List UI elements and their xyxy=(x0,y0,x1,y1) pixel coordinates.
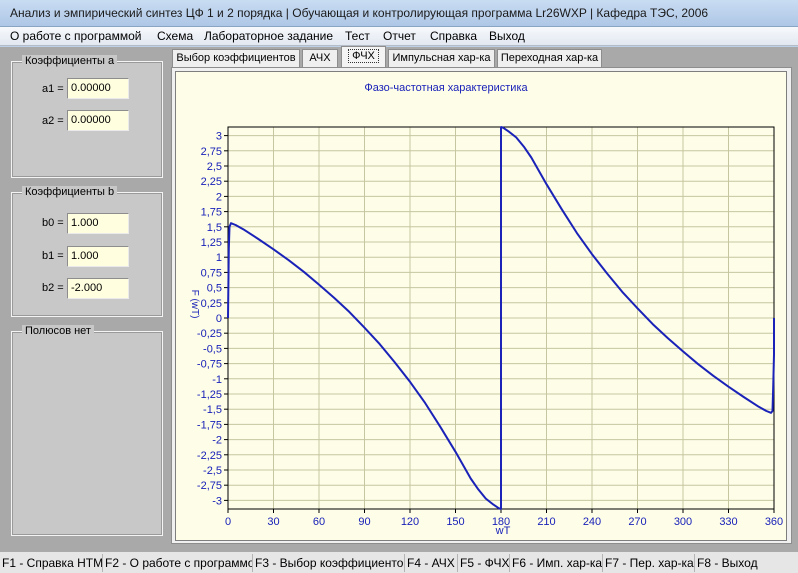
y-tick-label: -3 xyxy=(212,495,222,507)
y-tick-label: 0 xyxy=(216,313,222,325)
tab-amplitude[interactable]: АЧХ xyxy=(302,49,338,67)
a1-label: a1 = xyxy=(42,83,64,95)
y-tick-label: -0,25 xyxy=(197,328,222,340)
x-tick-label: 60 xyxy=(313,516,325,528)
a2-label: a2 = xyxy=(42,115,64,127)
y-tick-label: 2,25 xyxy=(201,176,222,188)
chart-y-label: F (wT) xyxy=(189,290,200,319)
window-title: Анализ и эмпирический синтез ЦФ 1 и 2 по… xyxy=(0,0,798,27)
x-tick-label: 180 xyxy=(492,516,510,528)
y-tick-label: -1,25 xyxy=(197,389,222,401)
tab-amplitude-label: АЧХ xyxy=(309,52,331,64)
y-tick-label: -0,75 xyxy=(197,359,222,371)
chart-ticks: 0 30 60 90 120 150 180 210 240 270 300 330 36032,752… xyxy=(197,131,783,528)
y-tick-label: -1,5 xyxy=(203,404,222,416)
y-tick-label: 1,75 xyxy=(201,207,222,219)
b1-field[interactable]: 1.000 xyxy=(67,246,129,267)
a1-field[interactable]: 0.00000 xyxy=(67,78,129,99)
y-tick-label: 3 xyxy=(216,131,222,143)
coef-a-group: Коэффициенты a a1 = 0.00000 a2 = 0.00000 xyxy=(11,55,163,178)
status-f8[interactable]: F8 - Выход xyxy=(697,556,758,570)
tab-coefficients[interactable]: Выбор коэффициентов xyxy=(172,49,300,67)
tab-step-label: Переходная хар-ка xyxy=(500,52,599,64)
x-tick-label: 30 xyxy=(267,516,279,528)
x-tick-label: 0 xyxy=(225,516,231,528)
x-tick-label: 210 xyxy=(537,516,555,528)
b2-label: b2 = xyxy=(42,282,64,294)
y-tick-label: -0,5 xyxy=(203,343,222,355)
menu-bar: О работе с программой Схема Лабораторное… xyxy=(0,27,798,46)
y-tick-label: 2,75 xyxy=(201,146,222,158)
tab-phase[interactable]: ФЧХ xyxy=(341,46,386,68)
x-tick-label: 240 xyxy=(583,516,601,528)
chart-x-label: wT xyxy=(495,525,511,537)
y-tick-label: 1,25 xyxy=(201,237,222,249)
y-tick-label: -2,75 xyxy=(197,480,222,492)
tab-phase-label: ФЧХ xyxy=(348,49,379,63)
poles-caption: Полюсов нет xyxy=(22,325,94,337)
x-tick-label: 330 xyxy=(719,516,737,528)
y-tick-label: 2 xyxy=(216,191,222,203)
status-f3[interactable]: F3 - Выбор коэффициентов xyxy=(255,554,405,572)
phase-tab-panel: 0 30 60 90 120 150 180 210 240 270 300 330 360 3 2,75 2… xyxy=(171,67,792,544)
status-f5[interactable]: F5 - ФЧХ xyxy=(460,554,510,572)
y-tick-label: -2,25 xyxy=(197,450,222,462)
chart-area: 0 30 60 90 120 150 180 210 240 270 300 330 360 3 2,75 2… xyxy=(175,71,787,541)
y-tick-label: -1 xyxy=(212,374,222,386)
menu-report[interactable]: Отчет xyxy=(383,29,416,43)
y-tick-label: 2,5 xyxy=(207,161,222,173)
menu-lab-task[interactable]: Лабораторное задание xyxy=(204,29,334,43)
coef-b-caption: Коэффициенты b xyxy=(22,186,118,198)
x-tick-label: 300 xyxy=(674,516,692,528)
x-tick-label: 90 xyxy=(358,516,370,528)
status-f6[interactable]: F6 - Имп. хар-ка xyxy=(512,554,603,572)
y-tick-label: 0,5 xyxy=(207,283,222,295)
menu-exit[interactable]: Выход xyxy=(489,29,525,43)
status-f4[interactable]: F4 - АЧХ xyxy=(405,554,458,572)
main-client-area: Коэффициенты a a1 = 0.00000 a2 = 0.00000… xyxy=(0,46,798,551)
chart-series xyxy=(227,126,775,510)
a2-field[interactable]: 0.00000 xyxy=(67,110,129,131)
x-tick-label: 270 xyxy=(628,516,646,528)
tab-impulse-label: Импульсная хар-ка xyxy=(392,52,491,64)
tab-impulse[interactable]: Импульсная хар-ка xyxy=(388,49,495,67)
chart-title: Фазо-частотная характеристика xyxy=(364,82,528,94)
b0-label: b0 = xyxy=(42,217,64,229)
status-bar: F1 - Справка HTML F2 - О работе с програ… xyxy=(0,551,798,573)
b2-field[interactable]: -2.000 xyxy=(67,278,129,299)
coef-b-group: Коэффициенты b b0 = 1.000 b1 = 1.000 b2 … xyxy=(11,186,163,317)
y-tick-label: -2,5 xyxy=(203,465,222,477)
phase-chart: 0 30 60 90 120 150 180 210 240 270 300 330 36032,752… xyxy=(189,82,783,537)
status-f7[interactable]: F7 - Пер. хар-ка xyxy=(605,554,695,572)
y-tick-label: 1,5 xyxy=(207,222,222,234)
tab-step[interactable]: Переходная хар-ка xyxy=(497,49,602,67)
b0-field[interactable]: 1.000 xyxy=(67,213,129,234)
y-tick-label: -2 xyxy=(212,435,222,447)
status-f1[interactable]: F1 - Справка HTML xyxy=(2,554,103,572)
y-tick-label: -1,75 xyxy=(197,419,222,431)
y-tick-label: 1 xyxy=(216,252,222,264)
poles-group: Полюсов нет xyxy=(11,325,163,536)
tab-coefficients-label: Выбор коэффициентов xyxy=(176,52,296,64)
status-f2[interactable]: F2 - О работе с программой xyxy=(105,554,253,572)
x-tick-label: 360 xyxy=(765,516,783,528)
menu-test[interactable]: Тест xyxy=(345,29,370,43)
menu-scheme[interactable]: Схема xyxy=(157,29,194,43)
menu-about[interactable]: О работе с программой xyxy=(10,29,142,43)
y-tick-label: 0,25 xyxy=(201,298,222,310)
phase-series-line xyxy=(227,126,775,510)
b1-label: b1 = xyxy=(42,250,64,262)
y-tick-label: 0,75 xyxy=(201,267,222,279)
menu-help[interactable]: Справка xyxy=(430,29,478,43)
x-tick-label: 120 xyxy=(401,516,419,528)
x-tick-label: 150 xyxy=(446,516,464,528)
coef-a-caption: Коэффициенты a xyxy=(22,55,118,67)
